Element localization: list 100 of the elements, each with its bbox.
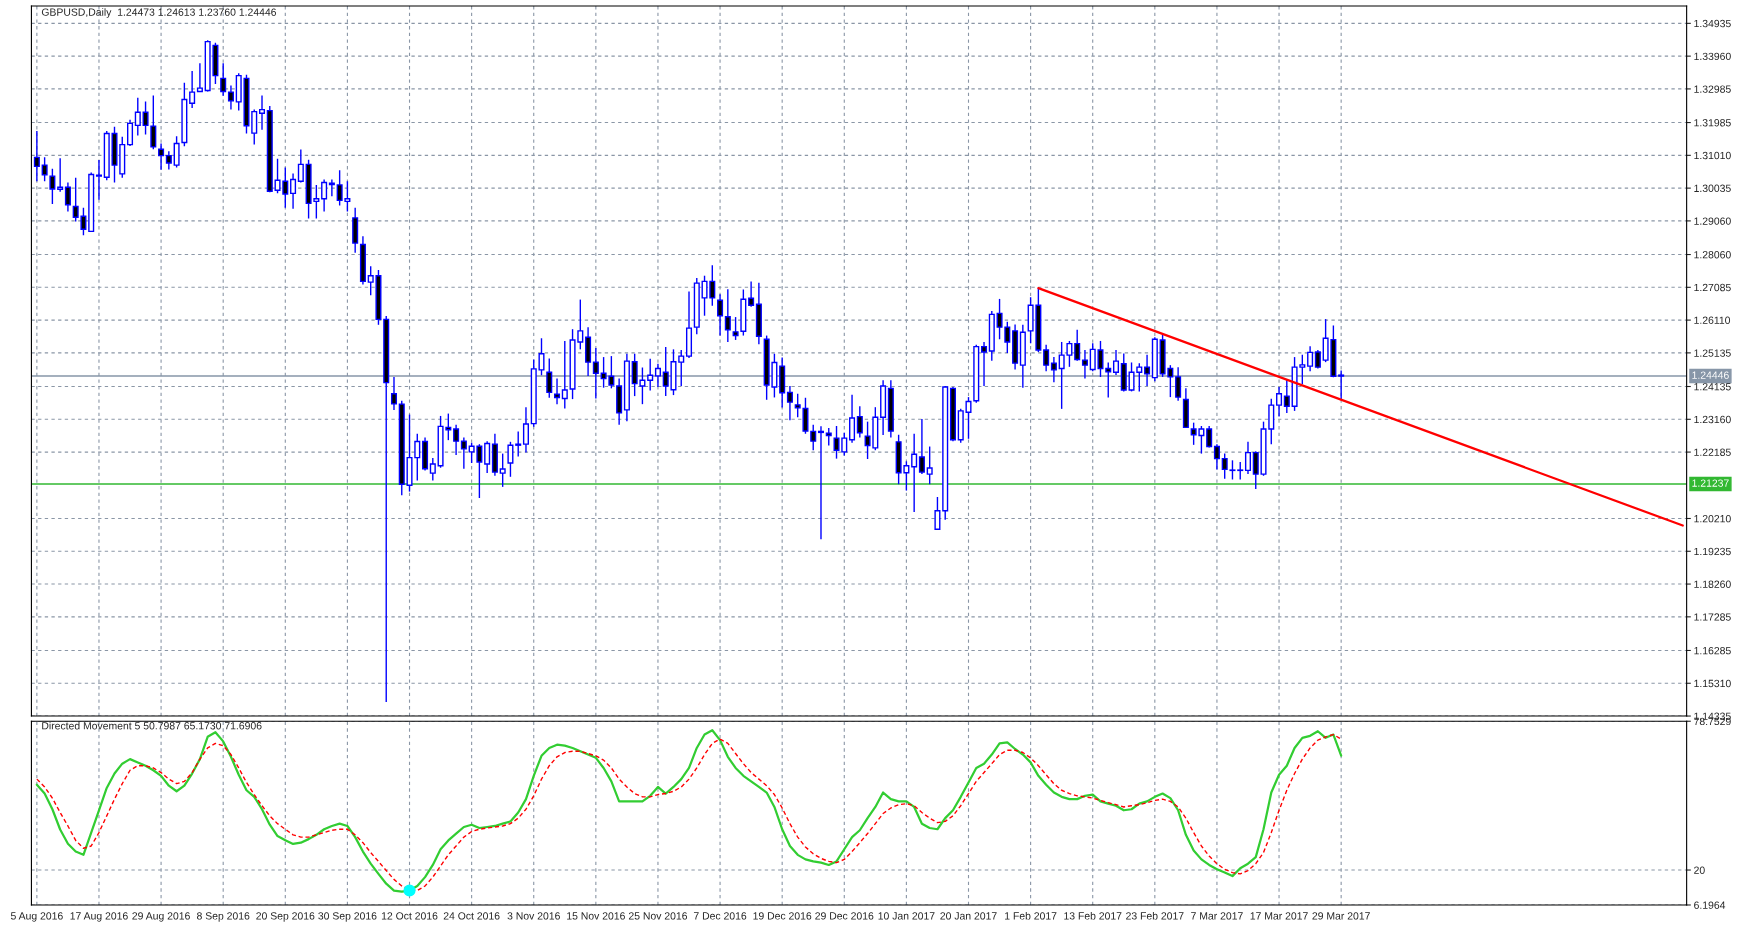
x-tick-label: 29 Aug 2016 — [132, 912, 190, 922]
candlestick — [926, 445, 933, 485]
y-tick-label: 1.25135 — [1694, 349, 1731, 357]
candlestick — [1338, 369, 1345, 400]
ref-line-label: 1.21237 — [1692, 479, 1729, 487]
candlestick — [522, 406, 529, 454]
candlestick — [1213, 443, 1220, 471]
candlestick — [127, 118, 134, 147]
candlestick — [484, 440, 491, 474]
y-tick-label: 1.20210 — [1694, 514, 1731, 523]
candlestick — [1244, 441, 1252, 475]
candlestick — [165, 150, 172, 171]
candlestick — [981, 341, 988, 387]
y-tick-label: 1.18260 — [1694, 580, 1731, 588]
y-tick-label: 1.28060 — [1694, 251, 1731, 259]
y-tick-label: 1.24135 — [1694, 383, 1731, 391]
x-tick-label: 12 Oct 2016 — [381, 912, 438, 920]
candlestick — [786, 385, 793, 421]
y-tick-label: 6.1964 — [1694, 901, 1726, 909]
candlestick — [429, 457, 436, 482]
x-tick-label: 19 Dec 2016 — [753, 912, 812, 920]
candlestick — [1074, 329, 1081, 362]
candlestick — [1081, 349, 1088, 380]
candlestick — [390, 376, 398, 411]
candlestick — [220, 62, 227, 97]
x-tick-label: 5 Aug 2016 — [10, 912, 63, 922]
x-tick-label: 20 Sep 2016 — [256, 912, 315, 922]
chart-title: GBPUSD,Daily 1.24473 1.24613 1.23760 1.24446 — [41, 8, 277, 18]
candlestick — [1175, 366, 1182, 402]
candlestick — [499, 452, 506, 488]
x-tick-label: 17 Aug 2016 — [70, 912, 128, 922]
candlestick — [1144, 354, 1151, 387]
y-tick-label: 1.34935 — [1694, 19, 1731, 28]
x-tick-label: 25 Nov 2016 — [628, 912, 688, 920]
y-tick-label: 1.31985 — [1694, 119, 1731, 127]
candlestick — [258, 94, 266, 131]
candlestick — [64, 181, 71, 213]
candlestick — [717, 293, 724, 337]
candlestick — [33, 130, 40, 182]
y-tick-label: 1.27085 — [1694, 283, 1731, 292]
y-tick-label: 1.30035 — [1694, 184, 1731, 192]
candlestick — [1206, 425, 1213, 449]
y-tick-label: 1.31010 — [1694, 151, 1731, 160]
candlestick — [1050, 356, 1057, 384]
candlestick — [1314, 349, 1321, 370]
x-tick-label: 30 Sep 2016 — [318, 912, 377, 922]
candlestick — [158, 142, 165, 171]
y-tick-label: 1.16285 — [1694, 646, 1731, 655]
x-tick-label: 29 Mar 2017 — [1312, 912, 1370, 920]
candlestick — [1043, 343, 1050, 372]
candlestick — [57, 157, 64, 193]
y-tick-label: 1.29060 — [1694, 217, 1731, 225]
candlestick — [724, 288, 731, 343]
candlestick — [911, 433, 918, 513]
y-tick-label: 1.17285 — [1694, 613, 1731, 621]
candlestick — [1283, 378, 1290, 414]
candlestick — [934, 496, 941, 531]
candlestick — [546, 357, 553, 399]
x-tick-label: 24 Oct 2016 — [443, 912, 500, 920]
x-tick-label: 1 Feb 2017 — [1005, 911, 1057, 920]
candlestick — [918, 418, 925, 475]
y-tick-label: 1.26110 — [1694, 316, 1731, 324]
y-tick-label: 1.33960 — [1694, 52, 1731, 61]
y-tick-label: 1.15310 — [1694, 679, 1731, 688]
y-tick-label: 1.19235 — [1694, 547, 1731, 556]
candlestick — [856, 405, 863, 439]
candlestick — [515, 430, 522, 458]
x-tick-label: 8 Sep 2016 — [197, 912, 250, 922]
x-tick-label: 29 Dec 2016 — [815, 912, 874, 920]
candlestick — [297, 148, 304, 184]
candlestick — [290, 172, 297, 210]
candlestick — [134, 97, 141, 137]
candlestick — [748, 280, 755, 308]
candlestick — [1112, 349, 1120, 376]
candlestick — [95, 159, 102, 201]
candlestick — [654, 363, 661, 388]
candlestick — [810, 423, 817, 451]
candlestick — [460, 436, 467, 470]
x-tick-label: 7 Mar 2017 — [1191, 912, 1243, 920]
x-tick-label: 13 Feb 2017 — [1064, 911, 1122, 920]
candlestick — [189, 70, 196, 109]
candlestick — [1307, 345, 1314, 372]
candlestick — [453, 423, 460, 456]
candlestick — [1276, 386, 1283, 418]
x-tick-label: 15 Nov 2016 — [567, 912, 625, 920]
candlestick — [321, 178, 328, 213]
y-tick-label: 20 — [1694, 866, 1705, 874]
candlestick — [554, 377, 561, 405]
candlestick — [817, 425, 825, 541]
y-tick-label: 1.32985 — [1694, 85, 1731, 93]
x-tick-label: 17 Mar 2017 — [1250, 912, 1308, 920]
y-tick-label: 1.23160 — [1694, 415, 1731, 424]
x-tick-label: 7 Dec 2016 — [693, 912, 747, 920]
candlestick — [647, 358, 654, 392]
candlestick — [227, 84, 234, 111]
candlestick — [196, 62, 203, 93]
candlestick — [849, 394, 856, 444]
x-tick-label: 23 Feb 2017 — [1126, 911, 1184, 920]
x-tick-label: 10 Jan 2017 — [878, 912, 935, 920]
chart-title: Directed Movement 5 50.7987 65.1730 71.6906 — [42, 721, 262, 730]
